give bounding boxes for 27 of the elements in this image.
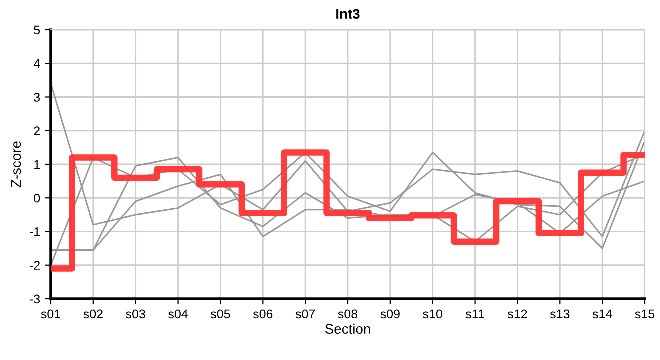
chart-title: Int3	[336, 9, 360, 20]
y-tick-label: -2	[30, 261, 40, 270]
y-axis-title: Z-score	[11, 142, 22, 188]
y-tick-label: 0	[34, 194, 40, 203]
x-tick-label: s04	[168, 310, 188, 319]
x-tick-label: s06	[253, 310, 273, 319]
x-tick-label: s08	[338, 310, 358, 319]
x-tick-label: s03	[126, 310, 146, 319]
y-tick-label: 3	[34, 93, 40, 102]
x-tick-label: s01	[41, 310, 60, 319]
x-tick-label: s14	[592, 310, 612, 319]
x-tick-label: s13	[550, 310, 570, 319]
x-tick-label: s07	[296, 310, 316, 319]
y-tick-label: -3	[30, 294, 40, 304]
x-tick-label: s12	[508, 310, 528, 319]
y-tick-label: 4	[34, 60, 40, 68]
x-tick-label: s05	[210, 310, 230, 319]
y-tick-label: 5	[34, 26, 40, 35]
y-tick-label: 2	[34, 126, 40, 136]
x-axis-title: Section	[325, 324, 370, 334]
x-tick-label: s11	[466, 310, 484, 319]
y-tick-label: -1	[30, 228, 40, 236]
x-tick-label: s09	[380, 310, 400, 319]
y-tick-label: 1	[34, 160, 40, 170]
x-tick-label: s02	[84, 310, 103, 319]
x-tick-label: s15	[635, 310, 655, 319]
x-tick-label: s10	[423, 310, 442, 319]
